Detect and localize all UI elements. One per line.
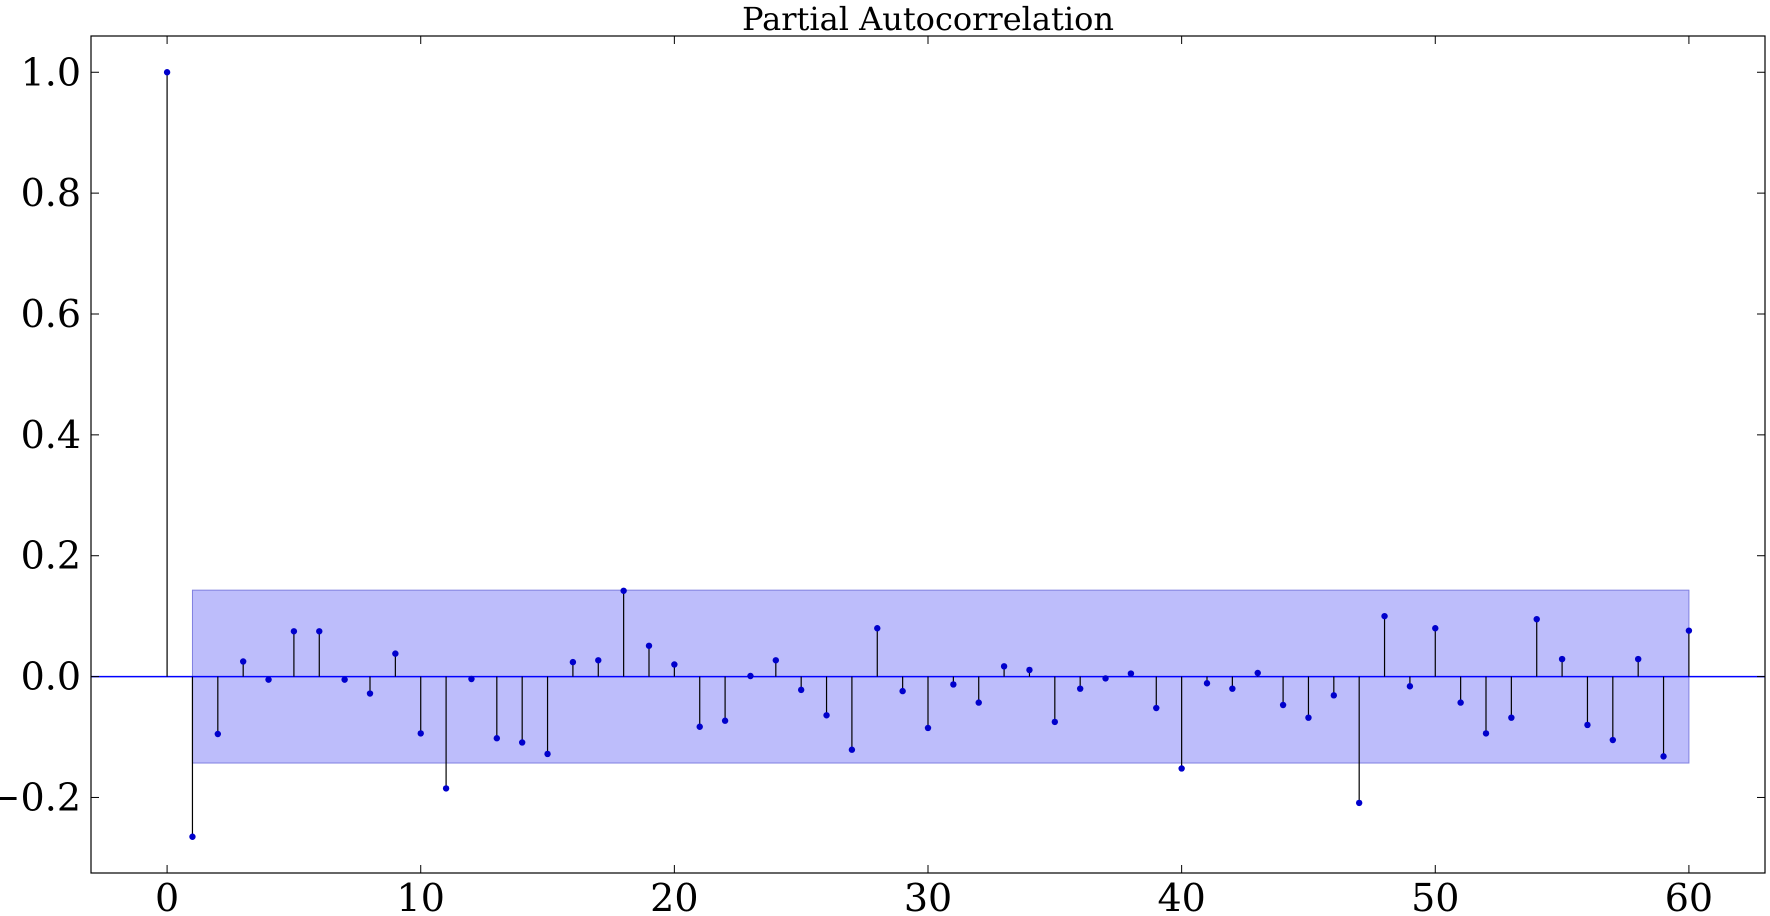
point-lag-57 [1609, 736, 1617, 744]
point-lag-44 [1279, 701, 1287, 709]
point-lag-7 [341, 676, 348, 683]
point-lag-51 [1457, 699, 1464, 706]
point-lag-60 [1685, 627, 1693, 634]
point-lag-35 [1051, 718, 1059, 726]
point-lag-13 [493, 735, 501, 742]
point-lag-48 [1381, 612, 1388, 620]
chart-title: Partial Autocorrelation [742, 0, 1114, 38]
point-lag-17 [595, 657, 602, 664]
point-lag-52 [1482, 730, 1490, 737]
point-lag-14 [518, 739, 526, 746]
point-lag-42 [1229, 685, 1236, 692]
point-lag-26 [823, 712, 830, 719]
point-lag-4 [265, 676, 272, 683]
point-lag-54 [1533, 615, 1540, 623]
point-lag-56 [1584, 721, 1591, 729]
x-tick-label: 20 [650, 876, 698, 916]
point-lag-33 [1000, 663, 1008, 670]
point-lag-25 [797, 686, 805, 694]
point-lag-20 [671, 661, 678, 668]
point-lag-8 [366, 690, 374, 697]
point-lag-12 [468, 675, 475, 683]
point-lag-10 [417, 730, 424, 737]
point-lag-6 [316, 628, 323, 635]
point-lag-39 [1153, 704, 1160, 712]
point-lag-50 [1432, 625, 1439, 632]
point-lag-5 [290, 628, 298, 635]
y-tick-label: 1.0 [21, 50, 81, 94]
point-lag-19 [645, 642, 653, 649]
point-lag-32 [975, 699, 982, 706]
point-lag-36 [1076, 685, 1084, 692]
point-lag-40 [1178, 765, 1185, 772]
y-tick-label: 0.2 [21, 534, 81, 578]
point-lag-53 [1508, 714, 1515, 721]
x-tick-label: 0 [155, 876, 179, 916]
x-tick-label: 40 [1157, 876, 1205, 916]
point-lag-46 [1330, 692, 1338, 699]
point-lag-37 [1102, 675, 1109, 682]
point-lag-23 [747, 672, 754, 680]
point-lag-2 [214, 730, 222, 738]
y-tick-label: −0.2 [0, 775, 81, 819]
point-lag-30 [924, 724, 932, 732]
x-tick-label: 10 [397, 876, 445, 916]
y-tick-label: 0.0 [21, 655, 81, 699]
point-lag-38 [1127, 670, 1135, 677]
point-lag-24 [772, 657, 780, 664]
x-tick-label: 50 [1411, 876, 1459, 916]
point-lag-16 [569, 658, 577, 666]
point-lag-21 [696, 723, 703, 730]
x-tick-label: 30 [904, 876, 952, 916]
point-lag-0 [163, 69, 171, 76]
y-tick-label: 0.6 [21, 292, 81, 336]
point-lag-29 [899, 687, 906, 695]
point-lag-9 [392, 650, 399, 657]
y-tick-label: 0.4 [21, 413, 81, 457]
point-lag-58 [1634, 655, 1642, 663]
point-lag-47 [1355, 799, 1363, 807]
point-lag-28 [874, 625, 881, 632]
point-lag-41 [1203, 680, 1211, 687]
point-lag-59 [1660, 753, 1667, 760]
point-lag-34 [1026, 666, 1033, 674]
point-lag-31 [950, 681, 957, 688]
point-lag-3 [239, 658, 247, 665]
x-tick-label: 60 [1665, 876, 1713, 916]
point-lag-1 [189, 833, 196, 840]
point-lag-15 [544, 750, 551, 758]
point-lag-49 [1406, 683, 1414, 690]
point-lag-55 [1558, 655, 1566, 663]
point-lag-43 [1254, 669, 1261, 677]
point-lag-18 [620, 587, 627, 594]
point-lag-11 [442, 785, 450, 792]
y-tick-label: 0.8 [21, 171, 81, 215]
point-lag-27 [848, 746, 856, 753]
point-lag-22 [721, 717, 729, 724]
point-lag-45 [1305, 714, 1312, 721]
